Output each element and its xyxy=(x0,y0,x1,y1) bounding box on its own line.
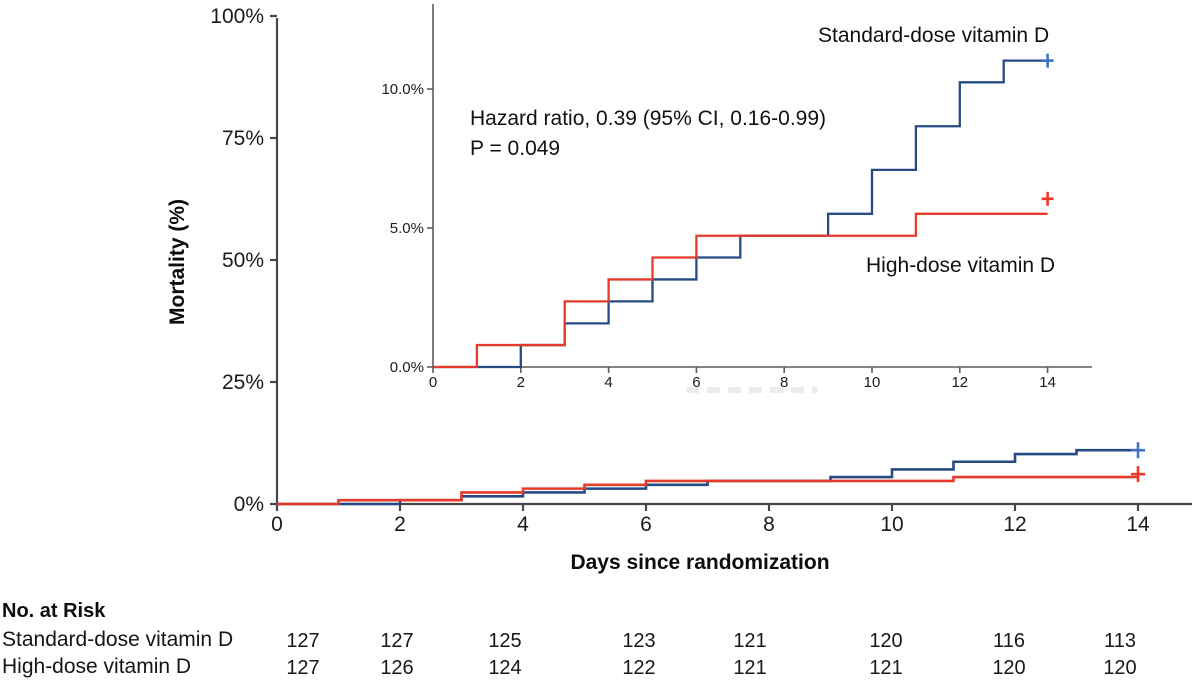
risk-row-label-standard-dose: Standard-dose vitamin D xyxy=(2,628,234,651)
main-y-tick-label: 100% xyxy=(210,5,264,28)
inset-y-tick-label: 5.0% xyxy=(390,220,424,237)
hazard-ratio-annotation: Hazard ratio, 0.39 (95% CI, 0.16-0.99) P… xyxy=(470,104,826,164)
main-y-tick-label: 75% xyxy=(222,127,264,150)
main-x-tick-label: 8 xyxy=(763,513,775,536)
inset-x-tick-label: 2 xyxy=(517,374,525,391)
standard-dose-series-label: Standard-dose vitamin D xyxy=(818,24,1050,47)
x-axis-title: Days since randomization xyxy=(570,551,830,574)
inset-y-tick-label: 10.0% xyxy=(381,81,424,98)
main-x-tick-label: 4 xyxy=(517,513,529,536)
main-y-tick-label: 50% xyxy=(222,249,264,272)
p-value-text: P = 0.049 xyxy=(470,137,561,160)
inset-curve-high-dose xyxy=(433,212,1048,369)
main-curve-high-dose xyxy=(277,475,1138,506)
main-y-tick-label: 25% xyxy=(222,371,264,394)
y-axis-title: Mortality (%) xyxy=(166,199,189,325)
risk-table-header: No. at Risk xyxy=(2,600,106,622)
erased-inset-axis-label-remnant xyxy=(686,387,818,393)
high-dose-series-label: High-dose vitamin D xyxy=(866,254,1056,277)
inset-x-tick-label: 0 xyxy=(429,374,437,391)
inset-x-tick-label: 14 xyxy=(1039,374,1056,391)
hazard-ratio-text: Hazard ratio, 0.39 (95% CI, 0.16-0.99) xyxy=(470,107,827,130)
risk-row-label-high-dose: High-dose vitamin D xyxy=(2,655,192,678)
main-y-tick-label: 0% xyxy=(234,493,264,516)
main-x-tick-label: 10 xyxy=(880,513,903,536)
inset-x-tick-label: 6 xyxy=(692,374,700,391)
inset-x-tick-label: 10 xyxy=(864,374,881,391)
main-x-tick-label: 2 xyxy=(394,513,406,536)
inset-x-tick-label: 12 xyxy=(951,374,968,391)
inset-y-tick-label: 0.0% xyxy=(390,359,424,376)
main-x-tick-label: 12 xyxy=(1003,513,1026,536)
main-x-tick-label: 14 xyxy=(1126,513,1150,536)
inset-x-tick-label: 4 xyxy=(604,374,612,391)
main-x-tick-label: 0 xyxy=(271,513,283,536)
main-x-tick-label: 6 xyxy=(640,513,652,536)
inset-x-tick-label: 8 xyxy=(780,374,788,391)
